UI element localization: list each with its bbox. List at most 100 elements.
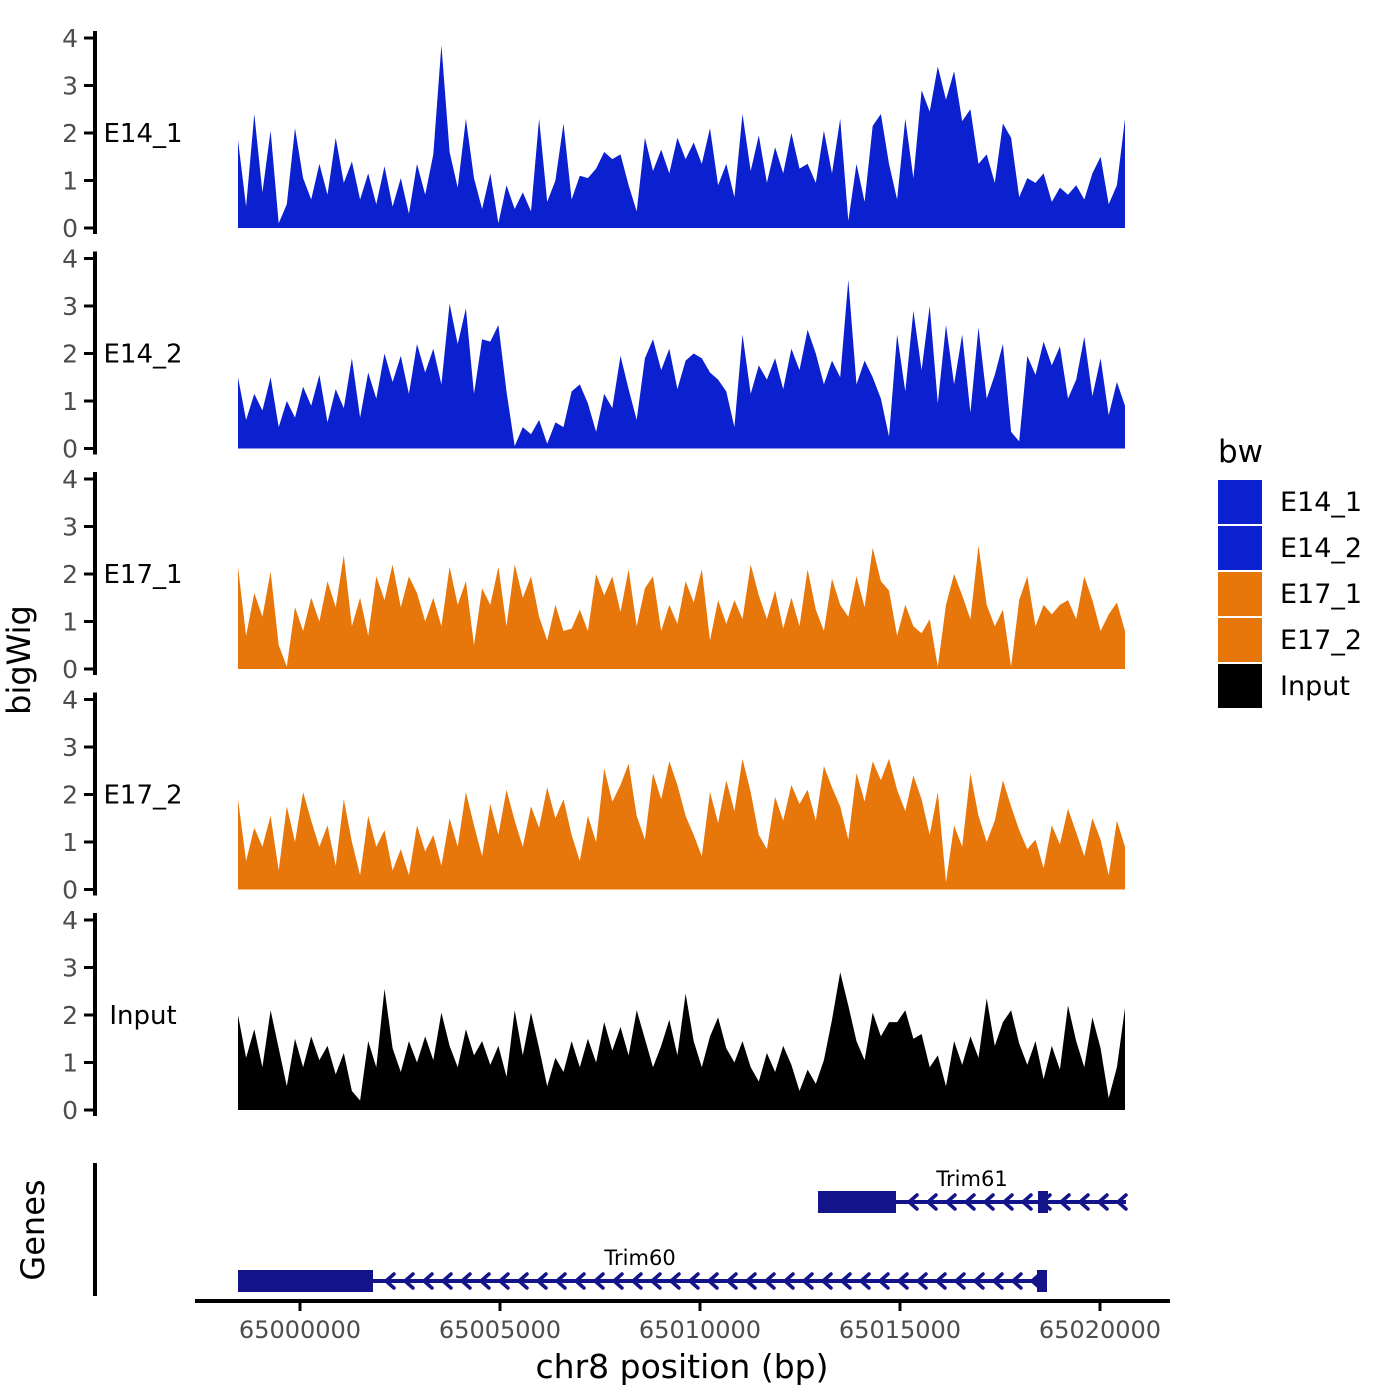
strand-arrow-icon <box>687 1272 700 1290</box>
coverage-area-E17_2 <box>238 758 1125 890</box>
track-label-Input: Input <box>109 1001 176 1031</box>
legend-entry-E17_2: E17_2 <box>1218 618 1362 662</box>
strand-arrow-icon <box>963 1193 976 1211</box>
strand-arrow-icon <box>421 1272 434 1290</box>
x-tick-label: 65010000 <box>639 1316 761 1344</box>
strand-arrow-icon <box>535 1272 548 1290</box>
strand-arrow-icon <box>820 1272 833 1290</box>
track-E14_1: 0 1 2 3 4 E14_1 <box>62 24 1125 243</box>
y-tick-label: 4 <box>62 465 78 494</box>
y-tick-label: 3 <box>62 72 78 101</box>
gene-label-Trim61: Trim61 <box>935 1167 1007 1191</box>
legend-label-E14_1: E14_1 <box>1280 487 1362 518</box>
legend-swatch-Input <box>1218 664 1262 708</box>
x-tick-label: 65005000 <box>439 1316 561 1344</box>
strand-arrow-icon <box>554 1272 567 1290</box>
coverage-tracks-layer: 0 1 2 3 4 E14_1 0 1 2 3 4 E14_2 0 1 2 3 4 E17_1 0 1 2 3 4 E17_2… <box>62 24 1125 1125</box>
gene-exon <box>818 1191 896 1213</box>
y-tick-label: 1 <box>62 387 78 416</box>
strand-arrow-icon <box>649 1272 662 1290</box>
gene-exon <box>1037 1270 1047 1292</box>
coverage-area-E14_1 <box>238 45 1125 228</box>
track-label-E14_1: E14_1 <box>103 119 182 149</box>
strand-arrow-icon <box>630 1272 643 1290</box>
y-axis-title: bigWig <box>0 605 38 715</box>
y-tick-label: 4 <box>62 906 78 935</box>
strand-arrow-icon <box>915 1272 928 1290</box>
y-tick-label: 0 <box>62 214 78 243</box>
strand-arrow-icon <box>906 1193 919 1211</box>
strand-arrow-icon <box>573 1272 586 1290</box>
y-tick-label: 0 <box>62 655 78 684</box>
strand-arrow-icon <box>1077 1193 1090 1211</box>
legend-swatch-E14_2 <box>1218 526 1262 570</box>
strand-arrow-icon <box>402 1272 415 1290</box>
strand-arrow-icon <box>1096 1193 1109 1211</box>
gene-exon <box>238 1270 373 1292</box>
x-tick-label: 65020000 <box>1039 1316 1161 1344</box>
y-tick-label: 1 <box>62 167 78 196</box>
strand-arrow-icon <box>516 1272 529 1290</box>
legend-label-Input: Input <box>1280 671 1350 702</box>
y-tick-label: 3 <box>62 292 78 321</box>
legend-entries: E14_1 E14_2 E17_1 E17_2 Input <box>1218 480 1362 708</box>
genes-axis-title: Genes <box>14 1179 52 1280</box>
strand-arrow-icon <box>497 1272 510 1290</box>
coverage-area-Input <box>238 972 1125 1110</box>
strand-arrow-icon <box>944 1193 957 1211</box>
legend-entry-Input: Input <box>1218 664 1350 708</box>
legend-label-E17_1: E17_1 <box>1280 579 1362 610</box>
x-axis-title: chr8 position (bp) <box>536 1347 829 1386</box>
y-tick-label: 2 <box>62 781 78 810</box>
y-tick-label: 4 <box>62 245 78 274</box>
y-tick-label: 4 <box>62 24 78 53</box>
y-tick-label: 2 <box>62 560 78 589</box>
strand-arrow-icon <box>925 1193 938 1211</box>
strand-arrow-icon <box>1010 1272 1023 1290</box>
y-tick-label: 0 <box>62 1096 78 1125</box>
strand-arrow-icon <box>991 1272 1004 1290</box>
legend-swatch-E17_2 <box>1218 618 1262 662</box>
track-E14_2: 0 1 2 3 4 E14_2 <box>62 245 1125 464</box>
track-label-E17_1: E17_1 <box>103 560 182 590</box>
strand-arrow-icon <box>383 1272 396 1290</box>
gene-label-Trim60: Trim60 <box>603 1246 675 1270</box>
strand-arrow-icon <box>982 1193 995 1211</box>
y-tick-label: 1 <box>62 1049 78 1078</box>
y-tick-label: 4 <box>62 686 78 715</box>
strand-arrow-icon <box>877 1272 890 1290</box>
strand-arrow-icon <box>592 1272 605 1290</box>
strand-arrow-icon <box>459 1272 472 1290</box>
strand-arrow-icon <box>668 1272 681 1290</box>
x-tick-label: 65000000 <box>239 1316 361 1344</box>
gene-model-Trim61: Trim61 <box>818 1167 1128 1213</box>
strand-arrow-icon <box>896 1272 909 1290</box>
legend-title: bw <box>1218 434 1263 470</box>
y-tick-label: 1 <box>62 608 78 637</box>
strand-arrow-icon <box>934 1272 947 1290</box>
legend-swatch-E14_1 <box>1218 480 1262 524</box>
strand-arrow-icon <box>801 1272 814 1290</box>
y-tick-label: 3 <box>62 954 78 983</box>
y-tick-label: 1 <box>62 828 78 857</box>
strand-arrow-icon <box>611 1272 624 1290</box>
coverage-area-E14_2 <box>238 279 1125 449</box>
gene-exon <box>1038 1191 1048 1213</box>
y-tick-label: 0 <box>62 876 78 905</box>
coverage-area-E17_1 <box>238 545 1125 669</box>
track-Input: 0 1 2 3 4 Input <box>62 906 1125 1125</box>
legend-entry-E14_1: E14_1 <box>1218 480 1362 524</box>
strand-arrow-icon <box>1001 1193 1014 1211</box>
legend-label-E17_2: E17_2 <box>1280 625 1362 656</box>
legend: bw E14_1 E14_2 E17_1 E17_2 Input <box>1218 434 1362 708</box>
strand-arrow-icon <box>972 1272 985 1290</box>
strand-arrow-icon <box>725 1272 738 1290</box>
y-tick-label: 3 <box>62 733 78 762</box>
y-tick-label: 3 <box>62 513 78 542</box>
y-tick-label: 2 <box>62 1001 78 1030</box>
strand-arrow-icon <box>1115 1193 1128 1211</box>
track-label-E14_2: E14_2 <box>103 340 182 370</box>
x-tick-label: 65015000 <box>839 1316 961 1344</box>
y-tick-label: 2 <box>62 119 78 148</box>
